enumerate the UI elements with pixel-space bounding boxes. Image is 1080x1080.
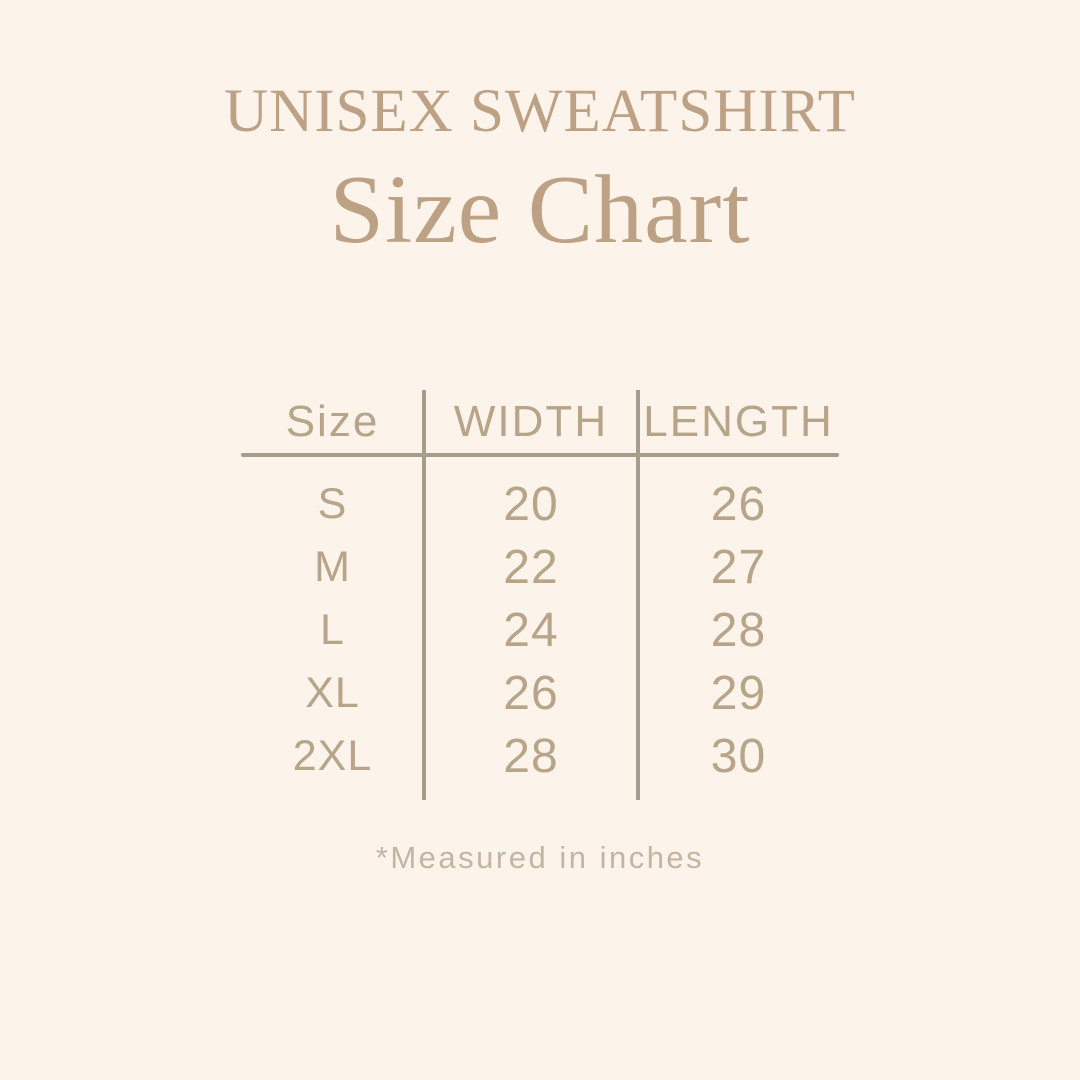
page-title: UNISEX SWEATSHIRT (224, 78, 856, 145)
table-row: M 22 27 (241, 536, 839, 599)
length-cell: 29 (710, 667, 767, 720)
table-divider-vertical-1 (422, 390, 426, 800)
table-row: 2XL 28 30 (241, 725, 839, 788)
table-divider-vertical-2 (636, 390, 640, 800)
table-body: S 20 26 M 22 27 L 24 28 XL 26 29 2XL 28 (241, 457, 839, 788)
table-row: XL 26 29 (241, 662, 839, 725)
table-header-row: Size WIDTH LENGTH (241, 390, 839, 453)
length-cell: 27 (710, 541, 767, 594)
table-row: L 24 28 (241, 599, 839, 662)
size-cell: L (320, 606, 345, 654)
width-cell: 22 (503, 541, 559, 594)
size-cell: 2XL (292, 732, 373, 780)
column-header-width: WIDTH (453, 396, 609, 446)
length-cell: 30 (710, 730, 767, 783)
column-header-length: LENGTH (643, 396, 834, 446)
width-cell: 28 (503, 730, 559, 783)
size-cell: M (314, 543, 351, 591)
table-header-divider (241, 453, 839, 457)
size-cell: XL (305, 669, 360, 717)
column-header-size: Size (285, 396, 380, 446)
table-row: S 20 26 (241, 473, 839, 536)
length-cell: 26 (710, 478, 767, 531)
length-cell: 28 (710, 604, 767, 657)
footnote: *Measured in inches (375, 840, 705, 875)
width-cell: 20 (503, 478, 559, 531)
size-table: Size WIDTH LENGTH S 20 26 M 22 27 L 24 2… (241, 390, 839, 800)
width-cell: 24 (503, 604, 559, 657)
size-cell: S (317, 480, 348, 528)
width-cell: 26 (503, 667, 559, 720)
page-subtitle: Size Chart (329, 156, 751, 264)
